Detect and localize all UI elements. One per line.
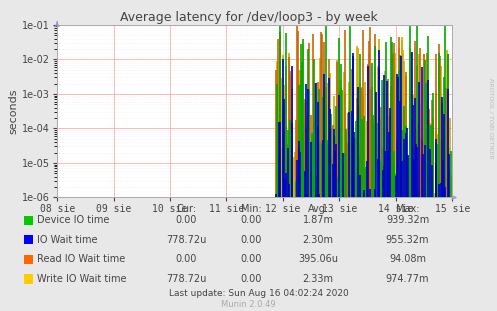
- Text: 0.00: 0.00: [175, 254, 197, 264]
- Text: 94.08m: 94.08m: [389, 254, 426, 264]
- Text: IO Wait time: IO Wait time: [37, 235, 98, 245]
- Text: 974.77m: 974.77m: [386, 274, 429, 284]
- Text: Min:: Min:: [241, 204, 261, 214]
- Text: 2.30m: 2.30m: [303, 235, 333, 245]
- Text: Last update: Sun Aug 16 04:02:24 2020: Last update: Sun Aug 16 04:02:24 2020: [168, 290, 348, 298]
- Text: 1.87m: 1.87m: [303, 215, 333, 225]
- Text: 0.00: 0.00: [175, 215, 197, 225]
- Text: 778.72u: 778.72u: [166, 274, 207, 284]
- Text: 0.00: 0.00: [240, 235, 262, 245]
- Text: 395.06u: 395.06u: [298, 254, 338, 264]
- Text: Max:: Max:: [396, 204, 419, 214]
- Y-axis label: seconds: seconds: [8, 88, 18, 134]
- Text: Avg:: Avg:: [308, 204, 329, 214]
- Text: 0.00: 0.00: [240, 254, 262, 264]
- Text: 0.00: 0.00: [240, 215, 262, 225]
- Text: Write IO Wait time: Write IO Wait time: [37, 274, 127, 284]
- Text: 0.00: 0.00: [240, 274, 262, 284]
- Text: 939.32m: 939.32m: [386, 215, 429, 225]
- Text: Cur:: Cur:: [176, 204, 196, 214]
- Text: 778.72u: 778.72u: [166, 235, 207, 245]
- Text: 955.32m: 955.32m: [386, 235, 429, 245]
- Text: RRDTOOL / TOBI OETIKER: RRDTOOL / TOBI OETIKER: [488, 78, 493, 159]
- Text: Average latency for /dev/loop3 - by week: Average latency for /dev/loop3 - by week: [120, 11, 377, 24]
- Text: 2.33m: 2.33m: [303, 274, 333, 284]
- Text: Read IO Wait time: Read IO Wait time: [37, 254, 126, 264]
- Text: Device IO time: Device IO time: [37, 215, 110, 225]
- Text: Munin 2.0.49: Munin 2.0.49: [221, 299, 276, 309]
